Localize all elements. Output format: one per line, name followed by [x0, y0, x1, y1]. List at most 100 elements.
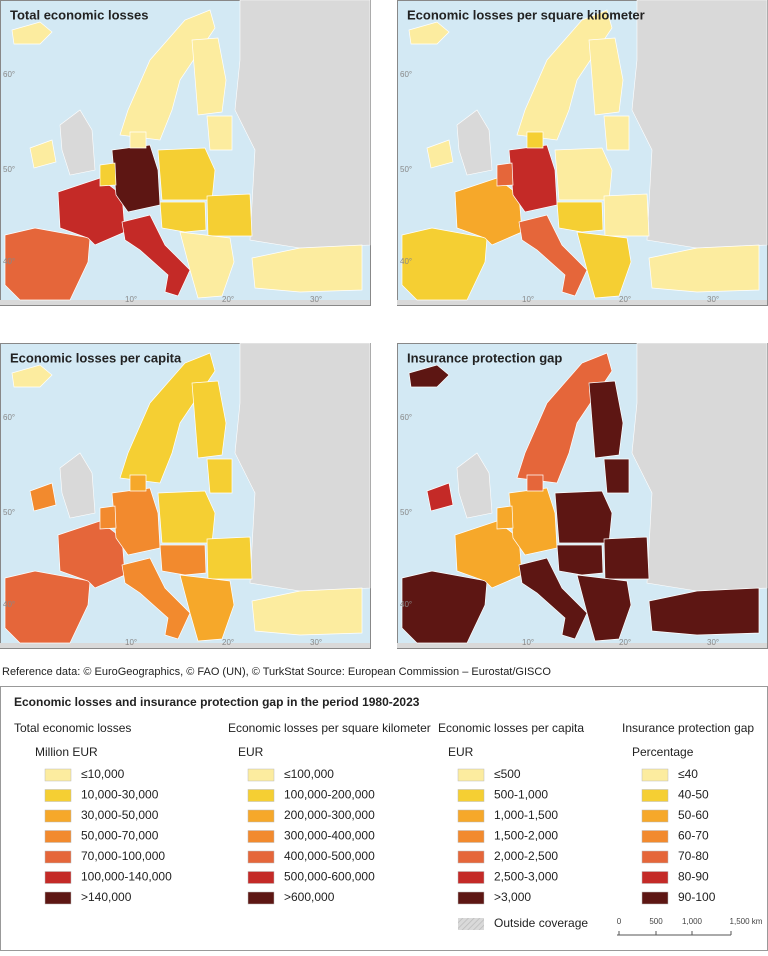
graticule-label: 10°	[522, 638, 534, 647]
legend-group-title: Total economic losses	[14, 721, 131, 735]
country	[401, 227, 488, 301]
country	[518, 214, 588, 297]
legend-swatch	[457, 830, 485, 843]
country	[556, 544, 604, 576]
graticule-label: 60°	[3, 413, 15, 422]
legend-swatch	[247, 809, 275, 823]
map-panel: 60° 50° 40° 10° 20° 30° Insurance protection g…	[397, 342, 768, 649]
legend-label: 200,000-300,000	[284, 808, 375, 822]
legend-label: ≤500	[494, 767, 521, 781]
graticule-label: 30°	[707, 295, 719, 304]
country	[119, 9, 216, 141]
country	[129, 131, 147, 149]
legend-label: 300,000-400,000	[284, 829, 375, 843]
legend-swatch	[44, 871, 72, 884]
graticule-label: 50°	[3, 165, 15, 174]
outside-land	[0, 643, 370, 648]
outside-land	[631, 0, 768, 249]
country	[518, 557, 588, 640]
scale-label: 1,500 km	[730, 917, 763, 926]
source: Reference data: © EuroGeographics, © FAO…	[2, 666, 551, 678]
country	[179, 231, 235, 299]
legend-title: Economic losses and insurance protection…	[14, 695, 420, 709]
map-title: Insurance protection gap	[407, 350, 562, 365]
country	[29, 482, 57, 512]
legend-label: ≤100,000	[284, 767, 334, 781]
legend-swatch	[641, 850, 669, 864]
country	[516, 9, 613, 141]
legend-label: 60-70	[678, 829, 709, 843]
legend-label: 10,000-30,000	[81, 788, 159, 802]
country	[206, 193, 253, 237]
country	[157, 147, 216, 201]
map-title: Economic losses per square kilometer	[407, 7, 645, 22]
country	[426, 139, 454, 169]
legend-label: 40-50	[678, 788, 709, 802]
legend-label: 30,000-50,000	[81, 808, 159, 822]
legend-swatch	[44, 830, 72, 843]
outside-land	[59, 452, 96, 519]
graticule-label: 60°	[400, 413, 412, 422]
outside-land	[456, 452, 493, 519]
country	[588, 37, 624, 116]
graticule-label: 20°	[222, 295, 234, 304]
legend-label: 2,000-2,500	[494, 849, 558, 863]
outside-land	[234, 0, 371, 249]
map-panel: 60° 50° 40° 10° 20° 30° Economic losses per ca…	[0, 342, 371, 649]
map-panel: 60° 50° 40° 10° 20° 30° Total economic losses	[0, 0, 371, 306]
legend-unit: EUR	[448, 745, 474, 759]
outside-land	[456, 109, 493, 176]
country	[129, 474, 147, 492]
legend-swatch	[457, 891, 485, 905]
country	[159, 201, 207, 233]
graticule-label: 20°	[619, 295, 631, 304]
country	[496, 505, 514, 530]
graticule-label: 20°	[222, 638, 234, 647]
legend-group-title: Insurance protection gap	[622, 721, 754, 735]
country	[119, 352, 216, 484]
graticule-label: 50°	[400, 165, 412, 174]
country	[603, 536, 650, 580]
country	[99, 505, 117, 530]
legend-swatch	[247, 871, 275, 884]
country	[121, 557, 191, 640]
graticule-label: 50°	[400, 508, 412, 517]
legend-label: ≤10,000	[81, 767, 125, 781]
graticule-label: 40°	[400, 600, 412, 609]
legend-swatch	[457, 809, 485, 823]
legend-group-title: Economic losses per square kilometer	[228, 721, 431, 735]
map-panel: 60° 50° 40° 10° 20° 30° Economic losses per sq…	[397, 0, 768, 306]
graticule-label: 40°	[3, 257, 15, 266]
legend-label: 500-1,000	[494, 788, 548, 802]
legend-label: 80-90	[678, 870, 709, 884]
scale-label: 500	[649, 917, 663, 926]
legend-swatch	[44, 850, 72, 864]
legend-swatch	[641, 830, 669, 843]
legend-unit: Million EUR	[35, 745, 98, 759]
legend-swatch	[457, 768, 485, 782]
graticule-label: 60°	[3, 70, 15, 79]
legend-label: >600,000	[284, 890, 335, 904]
legend-label: 1,000-1,500	[494, 808, 558, 822]
country	[554, 147, 613, 201]
map-title: Economic losses per capita	[10, 350, 182, 365]
country	[526, 131, 544, 149]
legend-swatch	[641, 809, 669, 823]
country	[426, 482, 454, 512]
graticule-label: 20°	[619, 638, 631, 647]
country	[11, 21, 53, 45]
legend-label: 70,000-100,000	[81, 849, 165, 863]
legend-label: 50-60	[678, 808, 709, 822]
legend-label: ≤40	[678, 767, 698, 781]
scale-label: 1,000	[682, 917, 703, 926]
country	[4, 227, 91, 301]
legend-group-title: Economic losses per capita	[438, 721, 584, 735]
graticule-label: 30°	[310, 295, 322, 304]
country	[496, 162, 514, 187]
outside-land	[0, 300, 370, 305]
legend-swatch	[44, 891, 72, 905]
legend-label: 100,000-200,000	[284, 788, 375, 802]
graticule-label: 40°	[3, 600, 15, 609]
country	[648, 587, 760, 636]
legend-swatch	[44, 809, 72, 823]
